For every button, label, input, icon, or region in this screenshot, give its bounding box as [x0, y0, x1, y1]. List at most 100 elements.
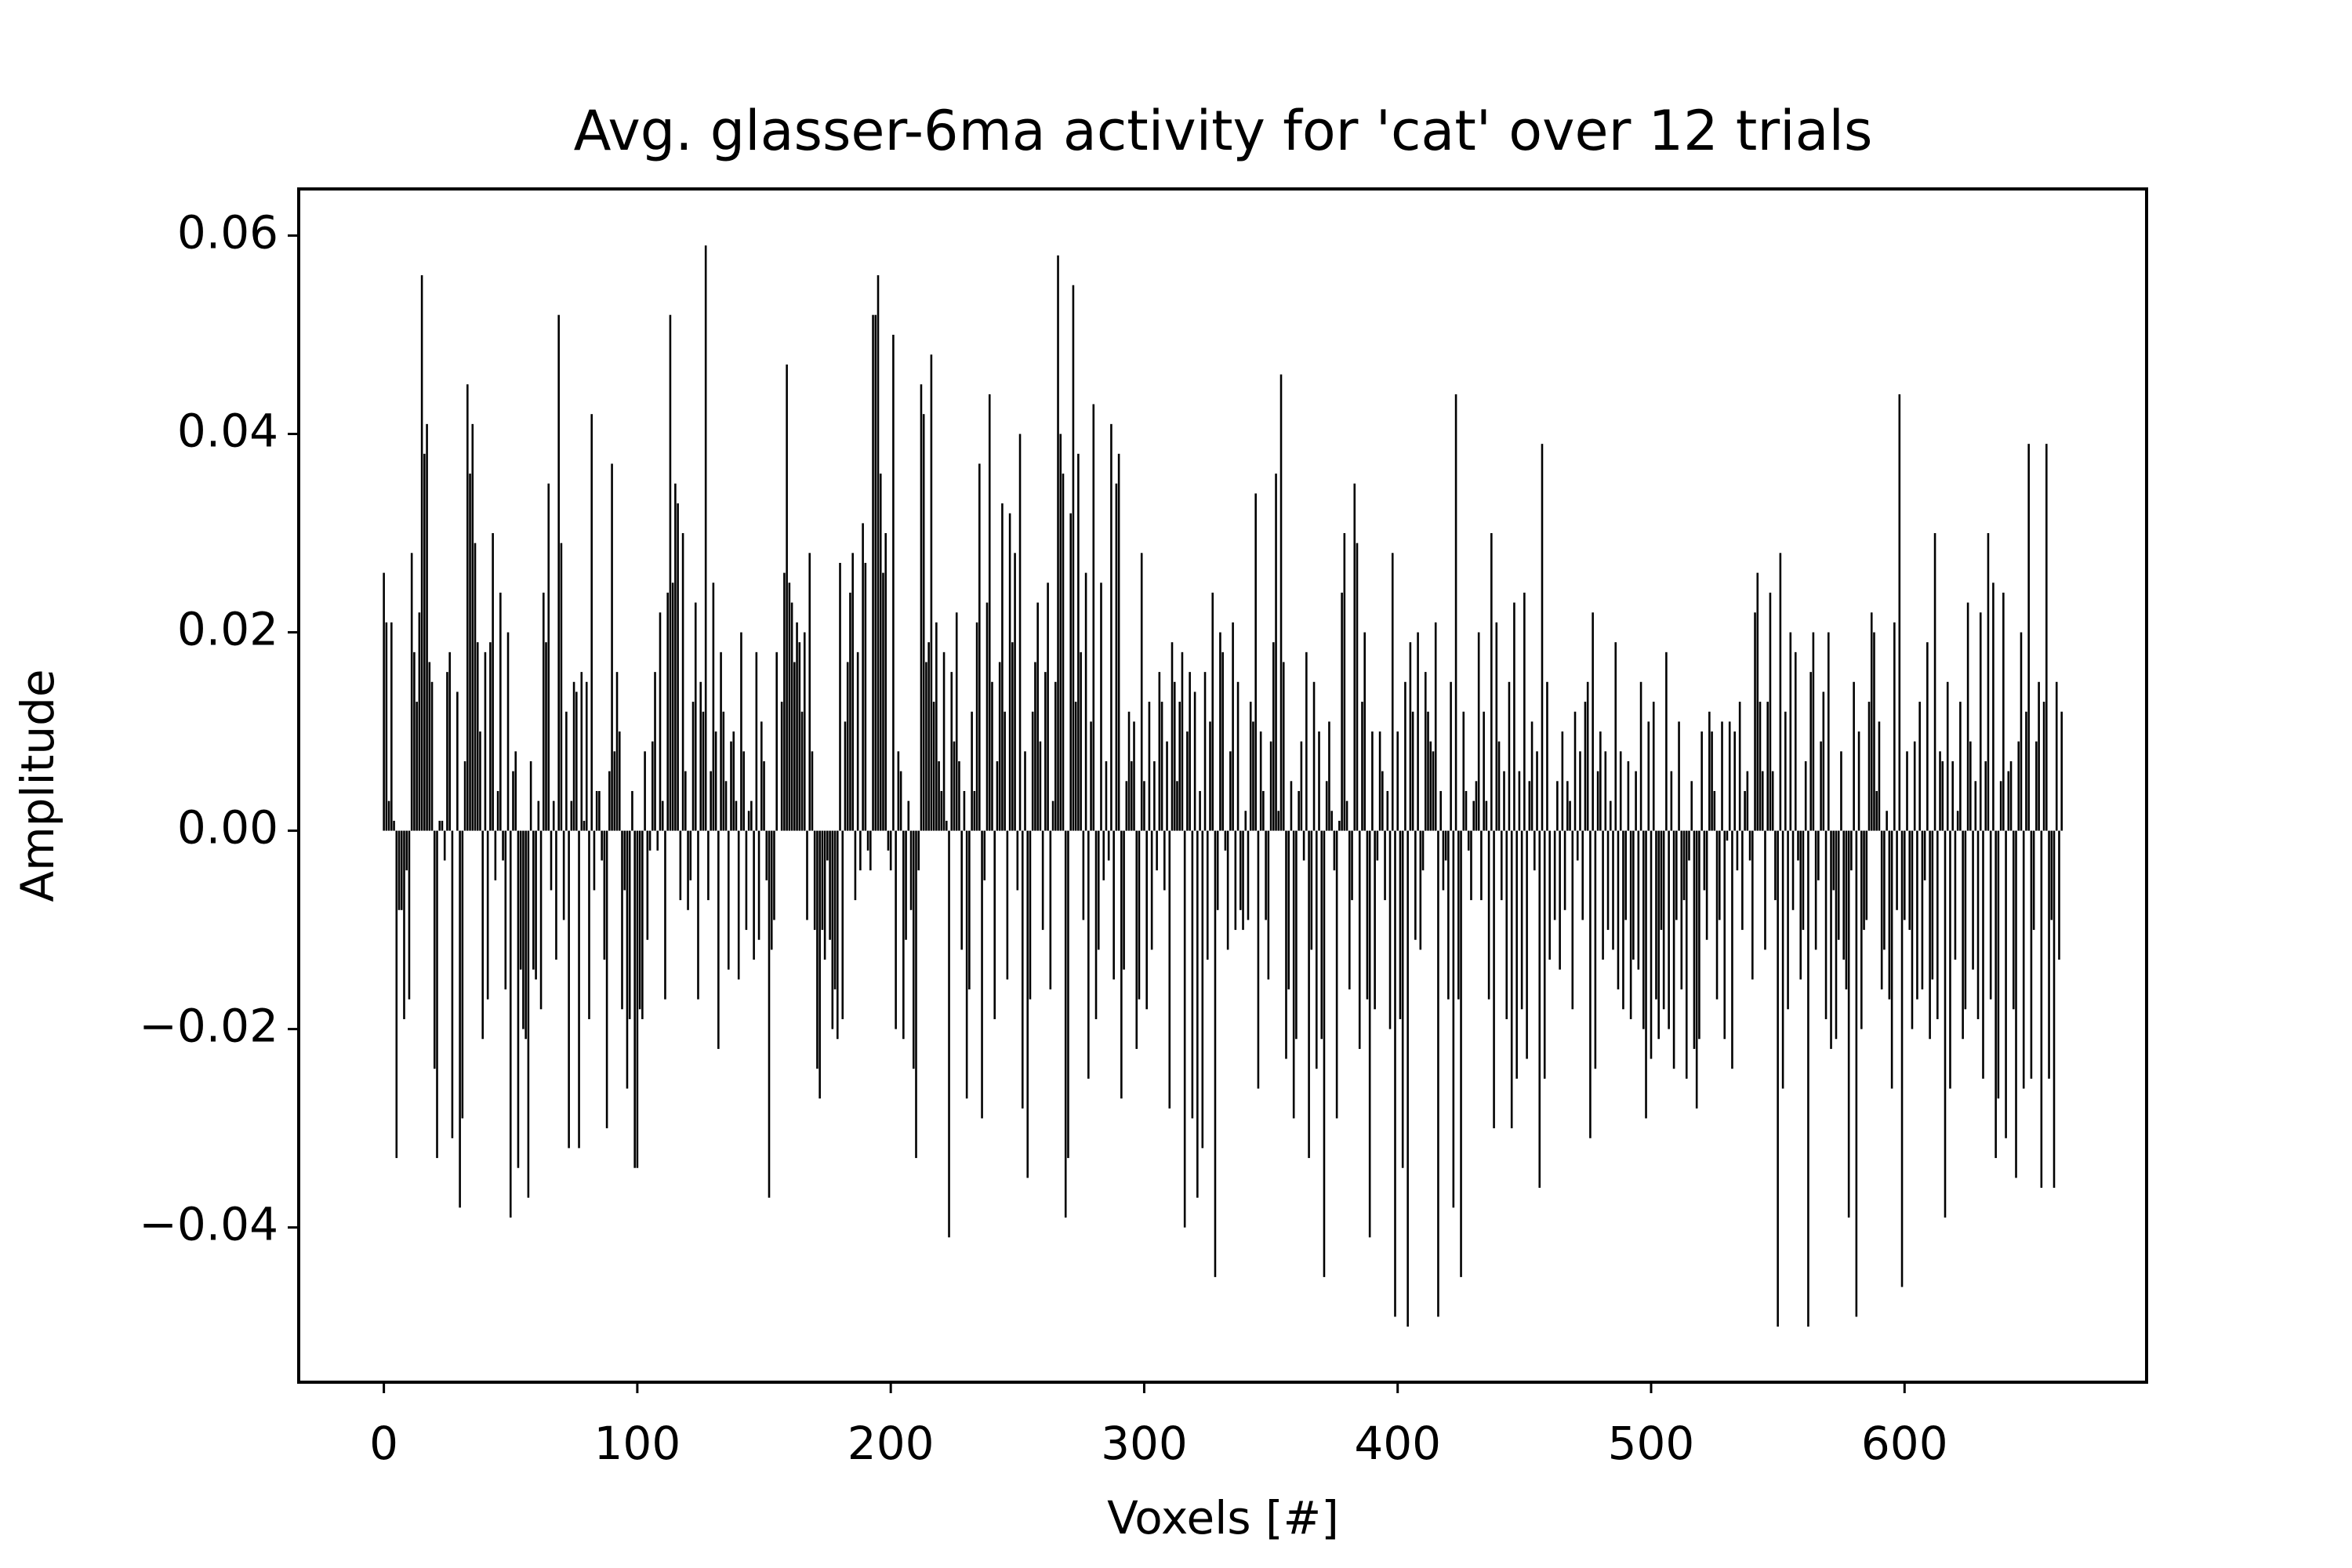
bar — [1510, 830, 1513, 1129]
bar — [1247, 830, 1250, 920]
bar — [2050, 830, 2053, 920]
bar — [1386, 790, 1389, 831]
bar — [1533, 830, 1536, 871]
bar — [844, 721, 847, 831]
bar — [1189, 672, 1191, 831]
bar — [1051, 800, 1054, 831]
bar — [1559, 830, 1561, 970]
bar — [1561, 731, 1564, 831]
bar — [773, 830, 775, 920]
bar — [1277, 811, 1280, 831]
bar — [615, 672, 619, 831]
bar — [1041, 830, 1044, 931]
bar — [1457, 830, 1460, 1000]
y-tick-label: 0.04 — [177, 405, 278, 458]
bar — [1411, 711, 1414, 831]
bar — [740, 632, 742, 831]
bar — [1082, 830, 1085, 920]
bar — [1781, 830, 1784, 1089]
bar — [463, 761, 466, 831]
bar — [1348, 830, 1351, 989]
bar — [1211, 592, 1214, 831]
bar — [476, 642, 479, 831]
bar — [1867, 702, 1871, 831]
bar — [1652, 702, 1655, 831]
bar — [1173, 681, 1176, 831]
bar — [897, 751, 900, 831]
bar — [539, 830, 543, 1010]
bar — [1738, 702, 1741, 831]
bar — [1657, 830, 1660, 1040]
bar — [1341, 592, 1343, 831]
bar — [443, 830, 446, 861]
bar — [991, 681, 993, 831]
bar — [1254, 493, 1257, 831]
bar — [2058, 830, 2060, 960]
bar — [793, 662, 796, 831]
bar — [1442, 830, 1445, 891]
bar — [1685, 830, 1688, 1079]
bar — [545, 642, 547, 831]
bar — [1820, 741, 1822, 831]
bar — [1523, 592, 1526, 831]
bar — [1497, 741, 1501, 831]
bar — [524, 830, 527, 1040]
bar — [1163, 830, 1166, 891]
bar — [755, 652, 758, 831]
bar — [1703, 830, 1706, 891]
bar — [2009, 761, 2013, 831]
bar — [864, 562, 867, 831]
bar — [1908, 830, 1911, 931]
bar — [621, 830, 623, 1010]
bar — [1606, 830, 1610, 931]
bar — [958, 761, 960, 831]
bar — [1926, 642, 1929, 831]
bar — [1472, 800, 1475, 831]
bar — [664, 830, 666, 1000]
bar — [1916, 830, 1918, 1000]
bar — [1323, 830, 1326, 1277]
bar — [1933, 533, 1936, 831]
y-tick-label: −0.04 — [139, 1198, 278, 1251]
bar — [1629, 830, 1632, 1019]
bar — [1898, 394, 1901, 831]
bar — [1840, 751, 1842, 831]
bar — [1944, 830, 1947, 1218]
bar — [689, 830, 692, 880]
bar — [461, 830, 464, 1119]
bar — [519, 830, 522, 970]
bar — [1452, 830, 1455, 1208]
bar — [557, 314, 560, 831]
bar — [1011, 642, 1014, 831]
bar — [2042, 702, 2045, 831]
bar — [963, 790, 966, 831]
bar — [917, 830, 920, 871]
bar — [661, 800, 664, 831]
bar — [1295, 830, 1298, 1040]
bar — [760, 721, 763, 831]
bar — [849, 592, 851, 831]
bar — [1731, 830, 1733, 1069]
bar — [395, 830, 398, 1159]
bar — [588, 830, 590, 1019]
bar — [1424, 672, 1427, 831]
bar — [1992, 583, 1994, 831]
bar — [884, 533, 887, 831]
bar — [1573, 711, 1577, 831]
bar — [1748, 830, 1751, 861]
bar — [1421, 830, 1425, 871]
bar — [517, 830, 520, 1168]
bar — [1361, 702, 1363, 831]
bar — [2027, 444, 2030, 831]
bar — [985, 602, 989, 831]
bar — [1672, 830, 1675, 1069]
bar — [1450, 681, 1452, 831]
bar — [1232, 622, 1234, 831]
bar — [1571, 830, 1574, 1010]
bar — [1962, 830, 1964, 1040]
bar — [527, 830, 530, 1198]
bar — [1896, 830, 1898, 910]
bar — [1698, 830, 1700, 1040]
bar — [1318, 731, 1320, 831]
x-tick-label: 400 — [1354, 1417, 1441, 1470]
